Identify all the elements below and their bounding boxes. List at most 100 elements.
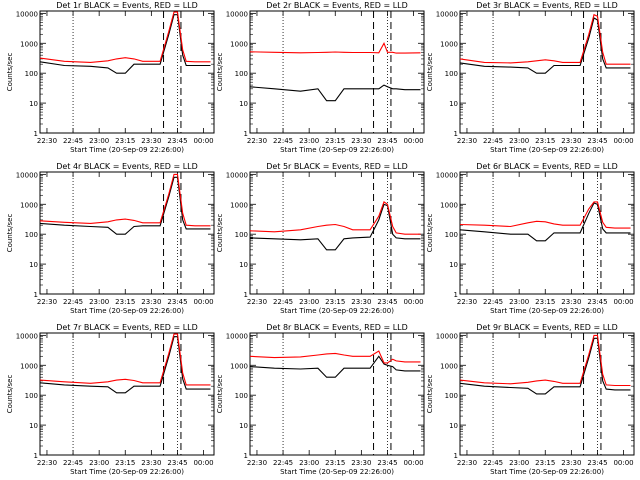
x-tick-label: 22:30 (457, 459, 477, 467)
x-tick-label: 23:45 (587, 137, 607, 145)
y-tick-label: 10000 (436, 332, 458, 340)
panel-det-3: Det 3r BLACK = Events, RED = LLD 1 10 100 10… (426, 1, 635, 154)
y-tick-label: 10000 (436, 171, 458, 179)
x-tick-label: 23:00 (299, 137, 319, 145)
panel-title: Det 9r BLACK = Events, RED = LLD (476, 323, 618, 332)
x-tick-label: 23:00 (509, 298, 529, 306)
y-axis-label: Counts/sec (426, 375, 434, 414)
x-tick-label: 23:00 (89, 298, 109, 306)
x-tick-label: 00:00 (403, 298, 423, 306)
series-line-lld (249, 350, 421, 364)
x-tick-label: 22:45 (273, 459, 293, 467)
x-tick-label: 23:30 (141, 459, 161, 467)
x-tick-label: 23:30 (561, 298, 581, 306)
series-line-lld (39, 173, 211, 227)
y-tick-label: 1000 (230, 201, 248, 209)
x-tick-label: 23:45 (167, 137, 187, 145)
series-line-lld (459, 13, 631, 65)
x-tick-label: 23:15 (535, 137, 555, 145)
plot-frame (39, 332, 215, 456)
y-tick-label: 10000 (436, 10, 458, 18)
x-tick-label: 22:45 (273, 298, 293, 306)
x-tick-label: 23:15 (325, 298, 345, 306)
y-tick-label: 100 (445, 70, 458, 78)
x-axis-label: Start Time (20-Sep-09 22:26:00) (280, 307, 394, 315)
y-axis-label: Counts/sec (216, 53, 224, 92)
plot-frame (249, 332, 425, 456)
x-tick-label: 22:30 (247, 137, 267, 145)
x-axis-label: Start Time (20-Sep-09 22:26:00) (70, 468, 184, 476)
y-tick-label: 1 (454, 291, 458, 299)
x-tick-label: 23:30 (141, 298, 161, 306)
series-line-events (249, 84, 421, 102)
y-tick-label: 10000 (16, 10, 38, 18)
y-tick-label: 1000 (20, 362, 38, 370)
y-tick-label: 100 (445, 231, 458, 239)
y-tick-label: 10 (239, 100, 248, 108)
series-line-lld (39, 333, 211, 386)
x-tick-label: 23:15 (325, 137, 345, 145)
y-tick-label: 100 (235, 392, 248, 400)
series-line-lld (249, 201, 421, 235)
x-tick-label: 23:45 (587, 459, 607, 467)
panel-det-6: Det 6r BLACK = Events, RED = LLD 1 10 100 10… (426, 162, 635, 315)
y-tick-label: 1 (454, 452, 458, 460)
x-tick-label: 23:15 (535, 459, 555, 467)
y-tick-label: 100 (235, 231, 248, 239)
x-axis-label: Start Time (20-Sep-09 22:26:00) (280, 146, 394, 154)
y-tick-label: 10 (29, 100, 38, 108)
series-line-lld (39, 11, 211, 63)
y-tick-label: 100 (235, 70, 248, 78)
plot-frame (249, 10, 425, 134)
x-tick-label: 22:45 (483, 298, 503, 306)
x-tick-label: 23:15 (115, 298, 135, 306)
x-tick-label: 23:30 (141, 137, 161, 145)
x-tick-label: 22:45 (483, 459, 503, 467)
x-axis-label: Start Time (20-Sep-09 22:26:00) (70, 146, 184, 154)
plot-frame (39, 171, 215, 295)
x-tick-label: 23:15 (115, 137, 135, 145)
y-tick-label: 1000 (20, 201, 38, 209)
x-tick-label: 23:30 (561, 459, 581, 467)
x-tick-label: 22:45 (63, 137, 83, 145)
series-line-events (249, 355, 421, 378)
x-axis-label: Start Time (20-Sep-09 22:26:00) (490, 307, 604, 315)
x-tick-label: 23:00 (509, 459, 529, 467)
panel-det-8: Det 8r BLACK = Events, RED = LLD 1 10 100 10… (216, 323, 425, 476)
x-tick-label: 00:00 (613, 137, 633, 145)
x-tick-label: 23:30 (351, 137, 371, 145)
x-tick-label: 23:15 (535, 298, 555, 306)
y-tick-label: 1 (244, 130, 248, 138)
y-tick-label: 100 (445, 392, 458, 400)
series-line-lld (249, 42, 421, 54)
plot-frame (459, 332, 635, 456)
x-tick-label: 23:00 (89, 459, 109, 467)
y-tick-label: 10 (239, 261, 248, 269)
x-tick-label: 23:45 (167, 298, 187, 306)
panel-title: Det 6r BLACK = Events, RED = LLD (476, 162, 618, 171)
y-tick-label: 1000 (440, 40, 458, 48)
x-tick-label: 00:00 (613, 298, 633, 306)
x-tick-label: 23:00 (89, 137, 109, 145)
y-axis-label: Counts/sec (216, 375, 224, 414)
x-tick-label: 22:30 (37, 298, 57, 306)
panel-title: Det 3r BLACK = Events, RED = LLD (476, 1, 618, 10)
series-line-events (39, 336, 211, 394)
plot-frame (459, 171, 635, 295)
plot-frame (459, 10, 635, 134)
y-tick-label: 10 (449, 100, 458, 108)
x-axis-label: Start Time (20-Sep-09 22:26:00) (490, 146, 604, 154)
panel-title: Det 8r BLACK = Events, RED = LLD (266, 323, 408, 332)
y-tick-label: 1000 (440, 201, 458, 209)
x-tick-label: 23:45 (167, 459, 187, 467)
x-tick-label: 23:15 (115, 459, 135, 467)
y-tick-label: 10 (29, 422, 38, 430)
x-tick-label: 22:45 (63, 459, 83, 467)
y-tick-label: 1 (454, 130, 458, 138)
panel-title: Det 4r BLACK = Events, RED = LLD (56, 162, 198, 171)
series-line-events (459, 17, 631, 74)
x-tick-label: 00:00 (193, 137, 213, 145)
series-line-lld (459, 201, 631, 229)
y-tick-label: 100 (25, 231, 38, 239)
